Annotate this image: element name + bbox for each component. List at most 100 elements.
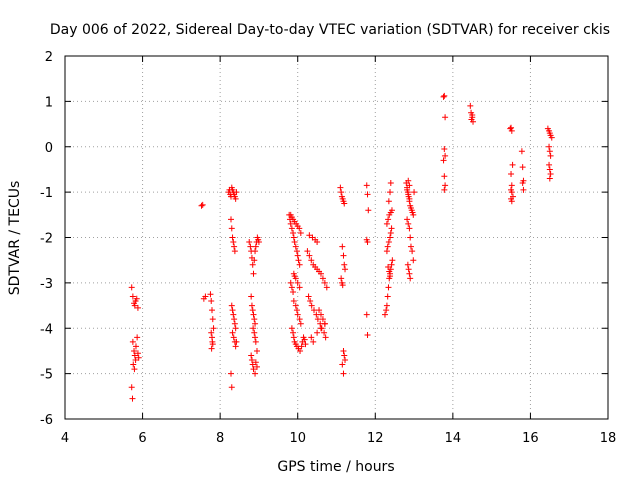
data-point: [386, 268, 393, 275]
x-tick-label: 18: [600, 431, 617, 446]
data-point: [249, 361, 256, 368]
data-point: [385, 216, 392, 223]
data-point: [230, 311, 237, 318]
data-point: [508, 124, 515, 131]
data-point: [508, 170, 515, 177]
data-point: [548, 134, 555, 141]
y-tick-label: 0: [45, 141, 53, 156]
data-point: [363, 182, 370, 189]
data-point: [228, 370, 235, 377]
data-point: [290, 288, 297, 295]
data-point: [508, 127, 515, 134]
data-point: [304, 248, 311, 255]
data-point: [249, 261, 256, 268]
data-point: [229, 234, 236, 241]
data-point: [250, 270, 257, 277]
data-point: [255, 239, 262, 246]
y-tick-label: -5: [40, 368, 53, 383]
data-point: [342, 357, 349, 364]
data-point: [228, 225, 235, 232]
x-tick-label: 12: [367, 431, 384, 446]
y-tick-label: -1: [40, 186, 53, 201]
data-point: [340, 347, 347, 354]
data-point: [296, 261, 303, 268]
data-point: [208, 329, 215, 336]
data-point: [290, 329, 297, 336]
data-point: [385, 198, 392, 205]
data-point: [232, 343, 239, 350]
data-point: [405, 191, 412, 198]
data-point: [442, 152, 449, 159]
data-point: [389, 257, 396, 264]
data-point: [301, 336, 308, 343]
data-point: [247, 243, 254, 250]
data-point: [128, 384, 135, 391]
x-tick-label: 4: [61, 431, 69, 446]
data-point: [509, 161, 516, 168]
data-point: [231, 243, 238, 250]
data-point: [387, 234, 394, 241]
data-point: [363, 311, 370, 318]
x-tick-label: 10: [289, 431, 306, 446]
data-point: [546, 175, 553, 182]
data-point: [441, 186, 448, 193]
data-point: [404, 261, 411, 268]
data-point: [129, 293, 136, 300]
data-point: [251, 316, 258, 323]
data-point: [132, 357, 139, 364]
grid-layer: [65, 56, 608, 419]
data-point: [469, 111, 476, 118]
data-point: [207, 291, 214, 298]
data-point: [388, 207, 395, 214]
data-point: [364, 332, 371, 339]
data-point: [133, 295, 140, 302]
data-point: [411, 189, 418, 196]
data-point: [250, 366, 257, 373]
data-point: [293, 307, 300, 314]
data-point: [228, 384, 235, 391]
data-point: [128, 284, 135, 291]
data-point: [310, 338, 317, 345]
data-point: [208, 307, 215, 314]
data-point: [252, 338, 259, 345]
data-point: [134, 334, 141, 341]
data-point: [134, 304, 141, 311]
data-point: [252, 359, 259, 366]
data-point: [409, 248, 416, 255]
data-point: [252, 248, 259, 255]
data-point: [292, 243, 299, 250]
data-point: [342, 266, 349, 273]
data-point: [547, 152, 554, 159]
data-point: [296, 225, 303, 232]
chart-title: Day 006 of 2022, Sidereal Day-to-day VTE…: [50, 22, 610, 38]
data-point: [407, 243, 414, 250]
data-point: [297, 320, 304, 327]
data-point: [229, 329, 236, 336]
data-point: [308, 334, 315, 341]
data-point: [546, 166, 553, 173]
data-point: [387, 180, 394, 187]
data-point: [341, 261, 348, 268]
data-point: [232, 195, 239, 202]
data-point: [287, 220, 294, 227]
data-point: [199, 201, 206, 208]
data-point: [135, 354, 142, 361]
data-point: [294, 279, 301, 286]
data-point: [385, 284, 392, 291]
data-point: [388, 261, 395, 268]
data-point: [337, 184, 344, 191]
x-tick-label: 8: [216, 431, 224, 446]
data-point: [468, 116, 475, 123]
data-point: [248, 357, 255, 364]
x-axis-label: GPS time / hours: [277, 459, 394, 475]
data-point: [385, 263, 392, 270]
data-point: [198, 202, 205, 209]
y-tick-label: 1: [45, 95, 53, 110]
y-tick-label: -6: [40, 413, 53, 428]
data-point: [383, 302, 390, 309]
data-points: [128, 92, 555, 402]
data-point: [440, 93, 447, 100]
data-point: [547, 170, 554, 177]
data-point: [404, 216, 411, 223]
data-point: [288, 225, 295, 232]
